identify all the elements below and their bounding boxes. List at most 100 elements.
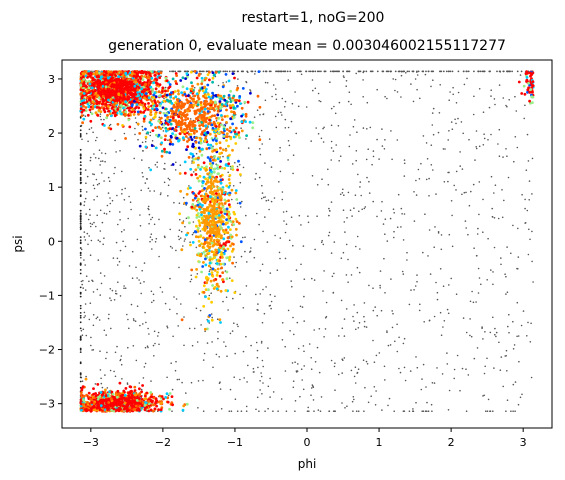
background-point: [280, 71, 282, 73]
background-point: [431, 404, 433, 406]
cluster-point: [145, 146, 148, 149]
cluster-point: [202, 246, 205, 249]
background-point: [203, 71, 205, 73]
cluster-point: [194, 120, 197, 123]
background-point: [494, 328, 496, 330]
background-point: [532, 158, 534, 160]
background-point: [245, 138, 247, 140]
background-point: [149, 241, 151, 243]
cluster-point: [128, 92, 131, 95]
background-point: [211, 341, 213, 343]
background-point: [401, 75, 403, 77]
background-point: [240, 182, 242, 184]
background-point: [448, 71, 450, 73]
cluster-point: [206, 216, 209, 219]
background-point: [137, 139, 139, 141]
background-point: [344, 231, 346, 233]
background-point: [506, 246, 508, 248]
cluster-point: [226, 208, 229, 211]
background-point: [513, 384, 515, 386]
cluster-point: [194, 70, 197, 73]
cluster-point: [211, 250, 214, 253]
background-point: [303, 365, 305, 367]
cluster-point: [195, 276, 198, 279]
cluster-point: [232, 72, 235, 75]
cluster-point: [215, 71, 218, 74]
background-point: [465, 368, 467, 370]
background-point: [364, 326, 366, 328]
cluster-point: [187, 216, 190, 219]
background-point: [297, 71, 299, 73]
cluster-point: [107, 99, 110, 102]
background-point: [312, 79, 314, 81]
background-point: [142, 150, 144, 152]
background-point: [310, 140, 312, 142]
cluster-point: [197, 227, 200, 230]
cluster-point: [158, 76, 161, 79]
cluster-point: [133, 113, 136, 116]
cluster-point: [225, 185, 228, 188]
cluster-point: [225, 289, 228, 292]
background-point: [355, 73, 357, 75]
background-point: [334, 389, 336, 391]
cluster-point: [161, 155, 164, 158]
cluster-point: [133, 70, 136, 73]
cluster-point: [112, 71, 115, 74]
background-point: [338, 335, 340, 337]
background-point: [323, 244, 325, 246]
background-point: [335, 144, 337, 146]
background-point: [333, 150, 335, 152]
background-point: [517, 71, 519, 73]
cluster-point: [198, 215, 201, 218]
background-point: [142, 323, 144, 325]
cluster-point: [228, 94, 231, 97]
cluster-point: [234, 192, 237, 195]
background-point: [153, 294, 155, 296]
background-point: [315, 127, 317, 129]
background-point: [250, 250, 252, 252]
background-point: [261, 393, 263, 395]
cluster-point: [207, 73, 210, 76]
background-point: [489, 107, 491, 109]
background-point: [250, 71, 252, 73]
cluster-point: [225, 139, 228, 142]
cluster-point: [89, 75, 92, 78]
cluster-point: [145, 88, 148, 91]
background-point: [428, 410, 430, 412]
background-point: [183, 197, 185, 199]
background-point: [418, 71, 420, 73]
cluster-point: [217, 122, 220, 125]
background-point: [456, 102, 458, 104]
cluster-point: [164, 90, 167, 93]
cluster-point: [136, 103, 139, 106]
background-point: [245, 81, 247, 83]
background-point: [257, 367, 259, 369]
cluster-point: [167, 87, 170, 90]
background-point: [255, 294, 257, 296]
cluster-point: [184, 115, 187, 118]
background-point: [495, 336, 497, 338]
cluster-point: [137, 94, 140, 97]
background-point: [412, 71, 414, 73]
background-point: [480, 284, 482, 286]
background-point: [464, 84, 466, 86]
background-point: [80, 191, 82, 193]
background-point: [257, 357, 259, 359]
cluster-point: [201, 123, 204, 126]
background-point: [319, 372, 321, 374]
cluster-point: [217, 192, 220, 195]
cluster-point: [203, 197, 206, 200]
background-point: [431, 71, 433, 73]
background-point: [523, 118, 525, 120]
cluster-point: [235, 189, 238, 192]
background-point: [410, 289, 412, 291]
cluster-point: [186, 72, 189, 75]
cluster-point: [206, 107, 209, 110]
cluster-point: [236, 169, 239, 172]
cluster-point: [96, 106, 99, 109]
background-point: [141, 389, 143, 391]
cluster-point: [120, 81, 123, 84]
cluster-point: [228, 182, 231, 185]
background-point: [376, 139, 378, 141]
cluster-point: [81, 111, 84, 114]
